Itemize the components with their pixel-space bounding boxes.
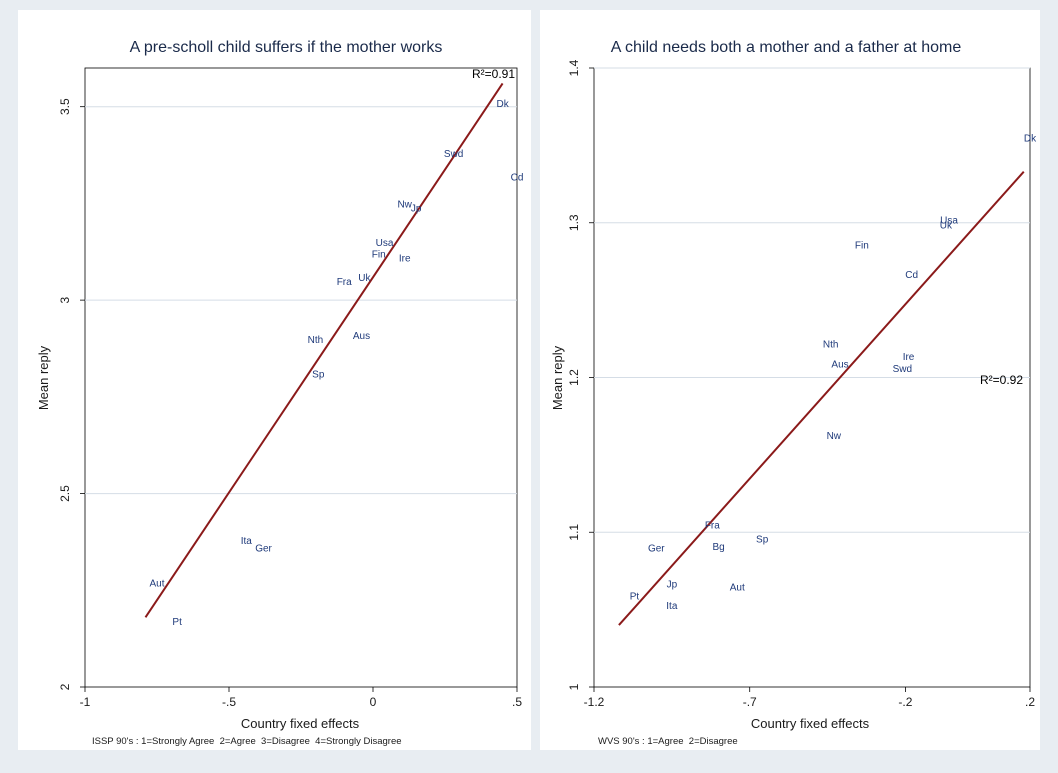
- chart-title: A child needs both a mother and a father…: [611, 39, 962, 56]
- y-tick-label: 2: [58, 683, 72, 690]
- data-point-label: Bg: [712, 542, 724, 553]
- data-point-label: Nth: [308, 335, 324, 346]
- y-axis-label: Mean reply: [36, 345, 51, 410]
- data-point-label: Fin: [855, 240, 869, 251]
- x-tick-label: -.7: [743, 695, 757, 709]
- data-point-label: Nw: [397, 199, 412, 210]
- data-point-label: Uk: [940, 220, 953, 231]
- data-point-label: Ger: [255, 544, 272, 555]
- data-point-label: Uk: [358, 273, 371, 284]
- data-point-label: Dk: [1024, 134, 1037, 145]
- data-point-label: Usa: [376, 238, 394, 249]
- x-axis-label: Country fixed effects: [751, 716, 870, 731]
- data-point-label: Aus: [353, 331, 370, 342]
- data-point-label: Swd: [893, 364, 912, 375]
- data-point-label: Cd: [905, 270, 918, 281]
- x-tick-label: -.5: [222, 695, 236, 709]
- x-tick-label: 0: [370, 695, 377, 709]
- data-point-label: Nth: [823, 339, 839, 350]
- x-tick-label: -1.2: [584, 695, 605, 709]
- data-point-label: Aut: [149, 579, 164, 590]
- data-point-label: Dk: [496, 99, 509, 110]
- data-point-label: Usa: [940, 216, 958, 227]
- fit-line: [144, 82, 504, 618]
- data-point-label: Fra: [337, 277, 352, 288]
- data-point-label: Ger: [648, 544, 665, 555]
- y-tick-label: 1: [567, 683, 581, 690]
- y-tick-label: 1.1: [567, 524, 581, 541]
- source-note: ISSP 90's : 1=Strongly Agree 2=Agree 3=D…: [92, 736, 402, 747]
- plot-area: [84, 67, 518, 688]
- data-point-label: Cd: [511, 172, 524, 183]
- y-axis-label: Mean reply: [550, 345, 565, 410]
- x-axis-label: Country fixed effects: [241, 716, 360, 731]
- data-point-label: Ire: [399, 254, 411, 265]
- data-point-label: Pt: [630, 592, 640, 603]
- y-tick-label: 1.4: [567, 59, 581, 76]
- r-squared-annotation: R²=0.92: [980, 373, 1023, 387]
- data-point-label: Swd: [444, 149, 463, 160]
- data-point-label: Jp: [667, 579, 678, 590]
- fit-line: [618, 171, 1025, 626]
- x-tick-label: -.2: [898, 695, 912, 709]
- chart-title: A pre-scholl child suffers if the mother…: [130, 39, 443, 56]
- y-tick-label: 2.5: [58, 485, 72, 502]
- y-tick-label: 3: [58, 296, 72, 303]
- source-note: WVS 90's : 1=Agree 2=Disagree: [598, 736, 738, 747]
- x-tick-label: .5: [512, 695, 522, 709]
- data-point-label: Fra: [705, 521, 720, 532]
- x-tick-label: -1: [80, 695, 91, 709]
- x-tick-label: .2: [1025, 695, 1035, 709]
- data-point-label: Nw: [827, 431, 842, 442]
- data-point-label: Aus: [831, 360, 848, 371]
- data-point-label: Fin: [372, 250, 386, 261]
- y-tick-label: 1.3: [567, 214, 581, 231]
- data-point-label: Sp: [312, 370, 325, 381]
- y-tick-label: 3.5: [58, 98, 72, 115]
- r-squared-annotation: R²=0.91: [472, 67, 515, 81]
- data-point-label: Pt: [172, 617, 182, 628]
- data-point-label: Jp: [411, 203, 422, 214]
- data-point-label: Ita: [241, 536, 253, 547]
- data-point-label: Ire: [903, 352, 915, 363]
- y-tick-label: 1.2: [567, 369, 581, 386]
- data-point-label: Aut: [730, 582, 745, 593]
- data-point-label: Ita: [666, 601, 678, 612]
- data-point-label: Sp: [756, 534, 769, 545]
